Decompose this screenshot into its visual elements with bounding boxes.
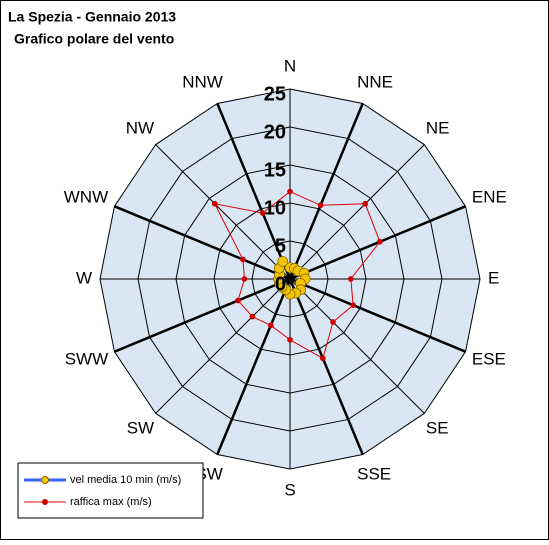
category-label: S [284, 480, 295, 499]
category-label: SE [426, 418, 449, 437]
chart-subtitle: Grafico polare del vento [14, 31, 174, 47]
spoke [288, 278, 364, 456]
category-label: NNE [357, 73, 393, 92]
category-label: ESE [472, 350, 506, 369]
spoke [113, 205, 291, 281]
category-label: WNW [64, 187, 108, 206]
spoke [216, 102, 292, 280]
marker [211, 200, 218, 207]
marker [249, 313, 256, 320]
legend: vel media 10 min (m/s) raffica max (m/s) [17, 462, 204, 519]
marker [259, 210, 266, 216]
spoke [289, 144, 425, 280]
legend-box [17, 462, 204, 519]
marker [320, 355, 326, 362]
legend-marker [41, 476, 49, 484]
marker [287, 188, 293, 195]
legend-label: vel media 10 min (m/s) [70, 474, 181, 486]
marker [241, 276, 248, 282]
category-label: ENE [472, 187, 507, 206]
spoke [289, 278, 425, 414]
marker [347, 276, 354, 282]
marker [350, 302, 357, 309]
category-label: W [76, 268, 92, 287]
category-label: NNW [182, 73, 223, 92]
chart-title: La Spezia - Gennaio 2013 [8, 9, 176, 25]
r-tick-label: 20 [264, 121, 286, 143]
marker [287, 336, 293, 343]
marker [240, 256, 246, 263]
marker [377, 238, 383, 245]
category-label: SW [127, 418, 154, 437]
marker [235, 297, 241, 304]
category-label: SWW [65, 350, 108, 369]
r-tick-label: 15 [264, 159, 286, 181]
legend-label: raffica max (m/s) [70, 496, 152, 508]
marker [330, 319, 336, 325]
r-tick-label: 0 [275, 273, 286, 295]
r-tick-label: 5 [275, 235, 286, 257]
r-tick-label: 10 [264, 197, 286, 219]
spoke [155, 278, 291, 414]
marker [317, 202, 324, 209]
spoke [113, 277, 291, 353]
category-label: SSE [357, 464, 391, 483]
marker [277, 256, 289, 267]
category-label: E [488, 268, 499, 287]
spoke [155, 144, 291, 280]
marker [267, 322, 274, 329]
marker [362, 200, 369, 207]
category-label: NW [126, 119, 154, 138]
spoke [216, 278, 292, 456]
r-tick-label: 25 [264, 83, 286, 105]
category-label: NE [426, 119, 450, 138]
spoke [288, 102, 364, 280]
plot: NNNENEENEEESESESSESSSWSWSWWWWNWNWNNW0510… [64, 56, 507, 499]
category-label: N [284, 56, 296, 75]
spoke [289, 277, 467, 353]
legend-marker [42, 499, 48, 505]
